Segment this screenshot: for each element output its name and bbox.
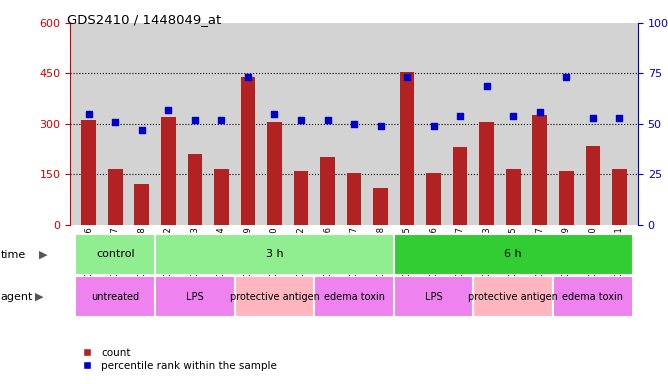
Point	[84, 111, 94, 117]
Point	[587, 115, 598, 121]
Point	[428, 123, 439, 129]
Text: agent: agent	[1, 292, 33, 302]
Point	[401, 74, 412, 81]
Point	[534, 109, 545, 115]
Point	[561, 74, 572, 81]
Bar	[75, 234, 155, 275]
Bar	[347, 172, 361, 225]
Text: GDS2410 / 1448049_at: GDS2410 / 1448049_at	[67, 13, 221, 26]
Bar	[234, 276, 314, 317]
Bar	[474, 276, 553, 317]
Bar	[453, 147, 468, 225]
Bar	[108, 169, 122, 225]
Text: protective antigen: protective antigen	[230, 291, 319, 302]
Bar	[559, 171, 574, 225]
Text: ▶: ▶	[35, 292, 43, 302]
Bar	[373, 188, 388, 225]
Point	[242, 74, 253, 81]
Bar	[586, 146, 600, 225]
Bar	[155, 234, 394, 275]
Bar	[532, 116, 547, 225]
Point	[216, 117, 226, 123]
Bar	[75, 276, 155, 317]
Text: edema toxin: edema toxin	[562, 291, 623, 302]
Bar	[81, 121, 96, 225]
Bar	[394, 234, 633, 275]
Point	[322, 117, 333, 123]
Bar	[134, 184, 149, 225]
Point	[349, 121, 359, 127]
Text: untreated: untreated	[92, 291, 140, 302]
Bar	[155, 276, 234, 317]
Bar	[267, 122, 282, 225]
Point	[190, 117, 200, 123]
Point	[375, 123, 386, 129]
Point	[508, 113, 518, 119]
Text: ▶: ▶	[39, 250, 47, 260]
Bar	[161, 117, 176, 225]
Bar	[612, 169, 627, 225]
Text: LPS: LPS	[186, 291, 204, 302]
Bar	[314, 276, 394, 317]
Point	[136, 127, 147, 133]
Point	[163, 107, 174, 113]
Bar	[320, 157, 335, 225]
Bar	[480, 122, 494, 225]
Point	[614, 115, 625, 121]
Bar	[400, 72, 414, 225]
Text: edema toxin: edema toxin	[323, 291, 385, 302]
Text: time: time	[1, 250, 26, 260]
Bar	[294, 171, 308, 225]
Text: 6 h: 6 h	[504, 249, 522, 260]
Bar	[553, 276, 633, 317]
Text: LPS: LPS	[425, 291, 442, 302]
Text: control: control	[96, 249, 134, 260]
Point	[110, 119, 121, 125]
Point	[296, 117, 307, 123]
Text: 3 h: 3 h	[266, 249, 283, 260]
Bar	[426, 172, 441, 225]
Bar	[188, 154, 202, 225]
Bar	[506, 169, 520, 225]
Point	[482, 83, 492, 89]
Bar	[240, 77, 255, 225]
Point	[455, 113, 466, 119]
Bar	[214, 169, 228, 225]
Bar	[394, 276, 474, 317]
Legend: count, percentile rank within the sample: count, percentile rank within the sample	[72, 344, 281, 375]
Point	[269, 111, 280, 117]
Text: protective antigen: protective antigen	[468, 291, 558, 302]
